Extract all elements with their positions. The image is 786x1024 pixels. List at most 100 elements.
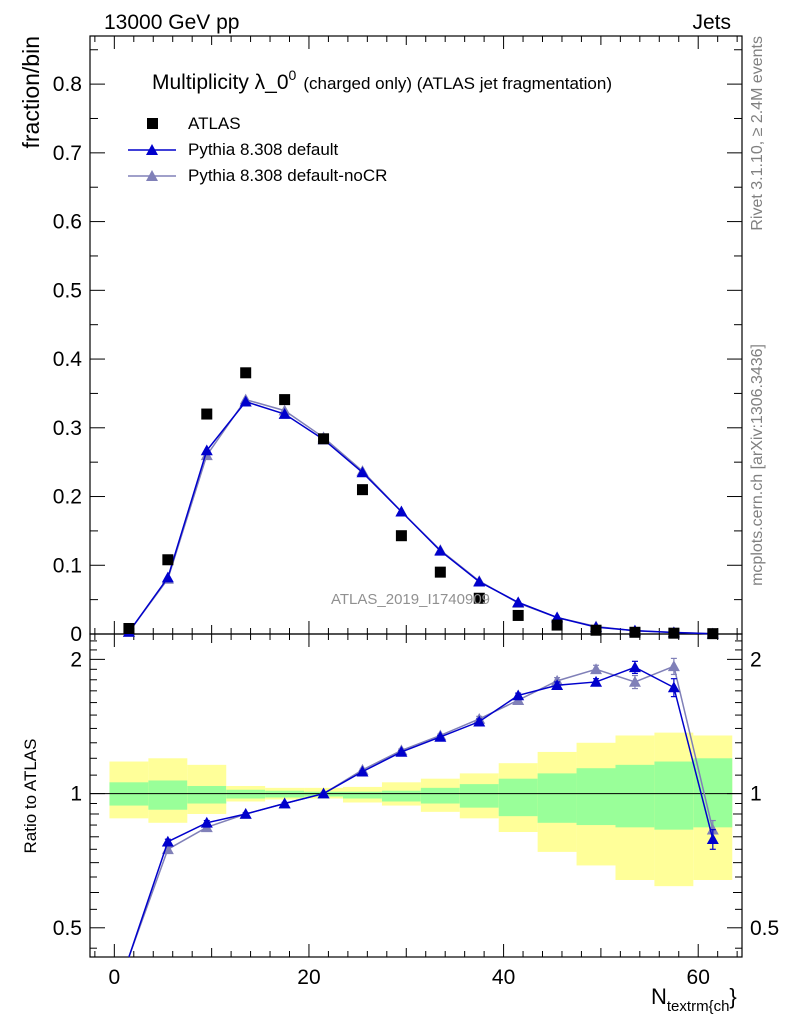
ratio-point-nocr — [667, 660, 680, 672]
ratio-point-default — [278, 797, 291, 809]
legend-marker-atlas — [147, 118, 158, 129]
x-tick-label: 40 — [492, 966, 515, 989]
main-point-atlas — [356, 484, 368, 496]
band-inner-bin — [693, 758, 733, 828]
plot-title-superscript: 0 — [289, 67, 297, 83]
y-tick-label: 0 — [70, 623, 82, 646]
main-point-atlas — [434, 566, 446, 578]
band-inner-bin — [343, 791, 382, 799]
y-tick-label: 0.5 — [53, 279, 82, 302]
x-axis-label-subscript: textrm{ch — [667, 998, 730, 1015]
main-point-atlas — [629, 626, 641, 638]
ratio-plot-frame — [89, 633, 743, 958]
band-inner-bin — [226, 789, 266, 799]
analysis-watermark: ATLAS_2019_I1740909 — [331, 591, 490, 608]
ratio-point-default — [317, 787, 330, 799]
y-axis-label-main: fraction/bin — [18, 36, 44, 149]
main-point-default — [395, 505, 408, 517]
ratio-line-default — [128, 666, 714, 958]
y-tick-label: 0.1 — [53, 554, 82, 577]
ratio-point-default — [512, 689, 525, 701]
band-inner-bin — [537, 773, 577, 823]
ratio-y-tick-label-right: 1 — [750, 783, 762, 806]
ratio-y-tick-label-right: 2 — [750, 648, 762, 671]
y-tick-label: 0.4 — [53, 348, 83, 371]
legend-marker-nocr — [146, 170, 158, 181]
main-point-default — [200, 444, 213, 456]
plot-title: Multiplicity λ_00 (charged only) (ATLAS j… — [152, 67, 612, 94]
x-axis-label-main: N — [651, 984, 667, 1009]
ratio-point-default — [356, 765, 369, 777]
legend-label-default: Pythia 8.308 default — [188, 140, 339, 159]
main-point-atlas — [551, 619, 563, 631]
ratio-point-default — [434, 730, 447, 742]
y-axis-label-ratio: Ratio to ATLAS — [21, 739, 40, 854]
main-point-default — [278, 408, 291, 419]
mcplots-label: mcplots.cern.ch [arXiv:1306.3436] — [749, 344, 766, 586]
x-axis-label-close: } — [729, 984, 736, 1009]
y-tick-label: 0.3 — [53, 417, 82, 440]
ratio-point-default — [590, 675, 603, 687]
legend-label-nocr: Pythia 8.308 default-noCR — [188, 166, 387, 185]
ratio-point-nocr — [628, 675, 641, 687]
ratio-y-tick-label: 1 — [70, 783, 82, 806]
main-line-default — [128, 400, 713, 635]
main-point-atlas — [395, 530, 407, 542]
band-inner-bin — [576, 768, 616, 826]
main-point-default — [512, 596, 525, 608]
plot-title-main: Multiplicity λ_0 — [152, 71, 289, 94]
main-point-default — [473, 575, 486, 587]
rivet-version-label: Rivet 3.1.10, ≥ 2.4M events — [749, 36, 766, 231]
main-point-default — [161, 571, 174, 583]
main-point-atlas — [473, 592, 485, 604]
main-point-atlas — [668, 627, 680, 639]
x-axis-label: Ntextrm{ch} — [651, 984, 737, 1015]
band-inner-bin — [381, 790, 421, 802]
header-right: Jets — [692, 11, 731, 34]
data-marks — [122, 367, 719, 958]
y-tick-label: 0.6 — [53, 211, 82, 234]
ratio-point-default — [200, 816, 213, 828]
y-tick-label: 0.2 — [53, 486, 82, 509]
main-point-default — [434, 544, 447, 556]
x-tick-label: 0 — [108, 966, 120, 989]
x-tick-label: 60 — [687, 966, 710, 989]
main-point-atlas — [162, 554, 174, 566]
main-point-atlas — [707, 628, 719, 640]
legend-marker-default — [146, 144, 158, 155]
x-tick-label: 20 — [297, 966, 320, 989]
band-inner-bin — [654, 761, 694, 830]
legend: ATLAS Pythia 8.308 default Pythia 8.308 … — [128, 114, 387, 185]
main-point-atlas — [318, 433, 330, 445]
main-point-atlas — [201, 408, 213, 420]
main-point-atlas — [240, 367, 252, 379]
ratio-point-default — [706, 833, 719, 845]
ratio-y-tick-label: 2 — [70, 648, 82, 671]
ratio-point-default — [473, 715, 486, 727]
ratio-point-default — [395, 745, 408, 757]
ratio-y-tick-label: 0.5 — [53, 917, 82, 940]
header-left: 13000 GeV pp — [104, 11, 239, 34]
plot-title-rest: (charged only) (ATLAS jet fragmentation) — [303, 74, 612, 93]
main-point-atlas — [512, 609, 524, 621]
band-inner-bin — [265, 790, 305, 798]
legend-label-atlas: ATLAS — [188, 114, 241, 133]
band-inner-bin — [459, 784, 499, 808]
y-tick-label: 0.7 — [53, 142, 82, 165]
band-inner-bin — [148, 780, 188, 810]
main-point-atlas — [590, 624, 602, 636]
ratio-y-tick-label-right: 0.5 — [750, 917, 779, 940]
band-inner-bin — [420, 787, 460, 804]
ratio-point-default — [628, 661, 641, 673]
ratio-point-default — [551, 679, 564, 691]
ratio-point-default — [239, 807, 252, 819]
ratio-point-nocr — [590, 663, 603, 675]
ratio-point-default — [161, 835, 174, 847]
main-point-atlas — [279, 394, 291, 406]
ratio-line-nocr — [128, 665, 714, 958]
band-inner-bin — [615, 764, 655, 828]
main-point-atlas — [123, 623, 135, 635]
band-inner-bin — [187, 785, 227, 804]
